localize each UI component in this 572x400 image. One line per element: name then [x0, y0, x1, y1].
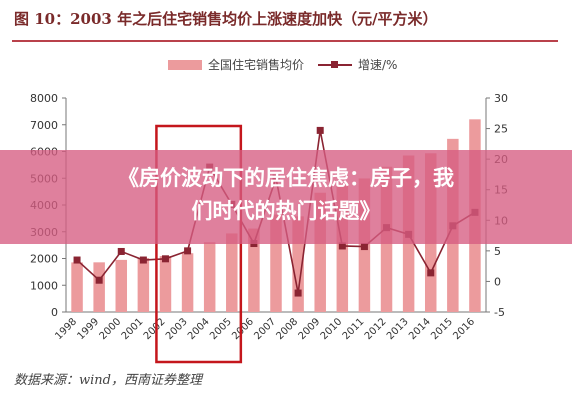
legend-item-price: 全国住宅销售均价	[168, 56, 304, 73]
legend-label-growth: 增速/%	[358, 58, 398, 72]
growth-point-2008	[294, 289, 302, 297]
x-tick-label: 2012	[363, 316, 389, 342]
bar-2008	[292, 216, 304, 312]
highlight-box-2002-2005	[155, 124, 243, 364]
bar-2005	[226, 233, 238, 312]
y-left-tick-label: 0	[51, 306, 58, 319]
growth-point-2002	[161, 255, 169, 263]
banner-title-line2: 们时代的热门话题》	[191, 199, 381, 223]
growth-point-2003	[184, 247, 192, 255]
y-left-tick-label: 8000	[30, 92, 58, 105]
x-tick-label: 2009	[297, 316, 323, 342]
growth-point-2009	[316, 126, 324, 134]
y-right-tick-label: 25	[494, 123, 508, 136]
banner-title[interactable]: 《房价波动下的居住焦虑：房子，我 们时代的热门话题》	[0, 162, 572, 228]
y-right-tick-label: 30	[494, 92, 508, 105]
x-tick-label: 2002	[142, 316, 168, 342]
bar-2003	[181, 253, 194, 312]
title-underline	[12, 40, 558, 42]
bar-2002	[159, 256, 172, 312]
bar-2006	[248, 228, 260, 312]
chart-legend: 全国住宅销售均价 增速/%	[0, 56, 572, 74]
y-left-tick-label: 2000	[30, 253, 58, 266]
growth-point-2010	[338, 242, 346, 250]
bar-2001	[137, 258, 150, 312]
x-tick-label: 2000	[98, 316, 124, 342]
bar-1998	[71, 262, 83, 312]
bar-2004	[203, 242, 216, 312]
x-tick-label: 2015	[429, 316, 455, 342]
article-banner: 《房价波动下的居住焦虑：房子，我 们时代的热门话题》	[0, 150, 572, 244]
figure-title: 图 10：2003 年之后住宅销售均价上涨速度加快（元/平方米）	[14, 10, 438, 28]
growth-point-2000	[117, 247, 125, 255]
x-tick-label: 2005	[208, 316, 234, 342]
legend-label-price: 全国住宅销售均价	[208, 58, 305, 72]
y-right-tick-label: 5	[494, 245, 501, 258]
bar-2009	[314, 192, 326, 312]
x-tick-label: 2014	[407, 316, 433, 342]
growth-point-1999	[95, 276, 103, 284]
legend-item-growth: 增速/%	[318, 56, 397, 73]
x-tick-label: 2011	[341, 316, 367, 342]
growth-point-1998	[73, 256, 81, 264]
x-tick-label: 2016	[451, 316, 477, 342]
growth-point-2001	[139, 256, 147, 264]
x-tick-label: 2008	[274, 316, 300, 342]
data-source-note: 数据来源：wind，西南证券整理	[14, 373, 202, 388]
x-tick-label: 2006	[230, 316, 256, 342]
growth-point-2011	[360, 243, 368, 251]
x-tick-label: 1998	[53, 316, 79, 342]
bar-2000	[115, 259, 128, 312]
x-tick-label: 2003	[164, 316, 190, 342]
bar-1999	[93, 262, 105, 312]
x-tick-label: 2010	[319, 316, 345, 342]
banner-title-line1: 《房价波动下的居住焦虑：房子，我	[118, 166, 454, 190]
x-tick-label: 2007	[252, 316, 278, 342]
y-right-tick-label: -5	[494, 306, 505, 319]
legend-swatch-line	[318, 60, 352, 70]
y-left-tick-label: 1000	[30, 279, 58, 292]
x-tick-label: 2013	[385, 316, 411, 342]
y-right-tick-label: 0	[494, 275, 501, 288]
growth-point-2014	[427, 269, 435, 277]
legend-swatch-bar	[168, 59, 202, 70]
x-tick-label: 2004	[186, 316, 212, 342]
bar-2007	[270, 214, 282, 312]
y-left-tick-label: 7000	[30, 119, 58, 132]
x-tick-label: 1999	[76, 316, 102, 342]
x-tick-label: 2001	[120, 316, 146, 342]
